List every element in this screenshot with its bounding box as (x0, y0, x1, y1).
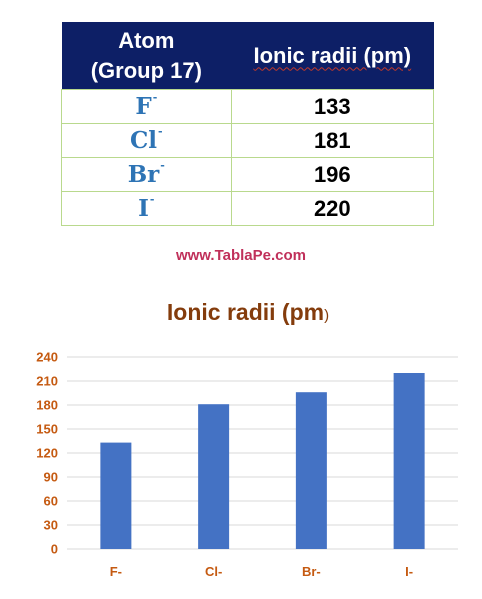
atom-symbol: Cl (129, 127, 158, 154)
radius-value: 133 (230, 89, 435, 124)
header-ionic-radii: Ionic radii (pm) (231, 22, 434, 90)
chart-title-main: Ionic radii (pm (166, 299, 325, 325)
y-tick-label: 240 (36, 350, 58, 365)
y-tick-label: 30 (44, 518, 58, 533)
atom-cell: I- (61, 191, 232, 226)
y-tick-label: 120 (36, 446, 58, 461)
y-tick-label: 60 (44, 494, 58, 509)
x-tick-label: Br- (302, 564, 321, 579)
bar (100, 442, 132, 549)
y-tick-label: 150 (36, 422, 58, 437)
radius-value: 181 (230, 123, 435, 158)
table-row: Cl- 181 (61, 123, 435, 158)
atom-charge: - (149, 193, 155, 206)
chart-title-tail: ) (324, 307, 330, 324)
bar (295, 392, 327, 549)
y-tick-label: 90 (44, 470, 58, 485)
table-row: Br- 196 (61, 157, 435, 192)
y-tick-label: 180 (36, 398, 58, 413)
header-atom-line1: Atom (118, 27, 175, 53)
radius-value: 220 (230, 191, 435, 226)
x-tick-label: Cl- (205, 564, 222, 579)
x-tick-label: F- (110, 564, 122, 579)
header-atom: Atom (Group 17) (61, 22, 232, 90)
bar (198, 404, 230, 549)
table-row: F- 133 (61, 89, 435, 124)
table-row: I- 220 (61, 191, 435, 226)
atom-symbol: I (138, 195, 149, 222)
atom-cell: Br- (61, 157, 232, 192)
bar (393, 373, 425, 549)
table-header-row: Atom (Group 17) Ionic radii (pm) (61, 22, 434, 90)
y-tick-label: 0 (51, 542, 58, 557)
atom-charge: - (160, 159, 165, 172)
watermark-url: www.TablaPe.com (175, 247, 307, 264)
atom-charge: - (158, 125, 163, 138)
atom-charge: - (152, 91, 158, 104)
atom-symbol: F (135, 93, 152, 120)
atom-symbol: Br (127, 161, 160, 188)
chart-title: Ionic radii (pm) (0, 299, 482, 326)
header-atom-line2: (Group 17) (90, 57, 202, 83)
y-tick-label: 210 (36, 374, 58, 389)
x-tick-label: I- (405, 564, 413, 579)
atom-cell: F- (61, 89, 232, 124)
ionic-radii-table: Atom (Group 17) Ionic radii (pm) F- 133 … (61, 22, 435, 226)
